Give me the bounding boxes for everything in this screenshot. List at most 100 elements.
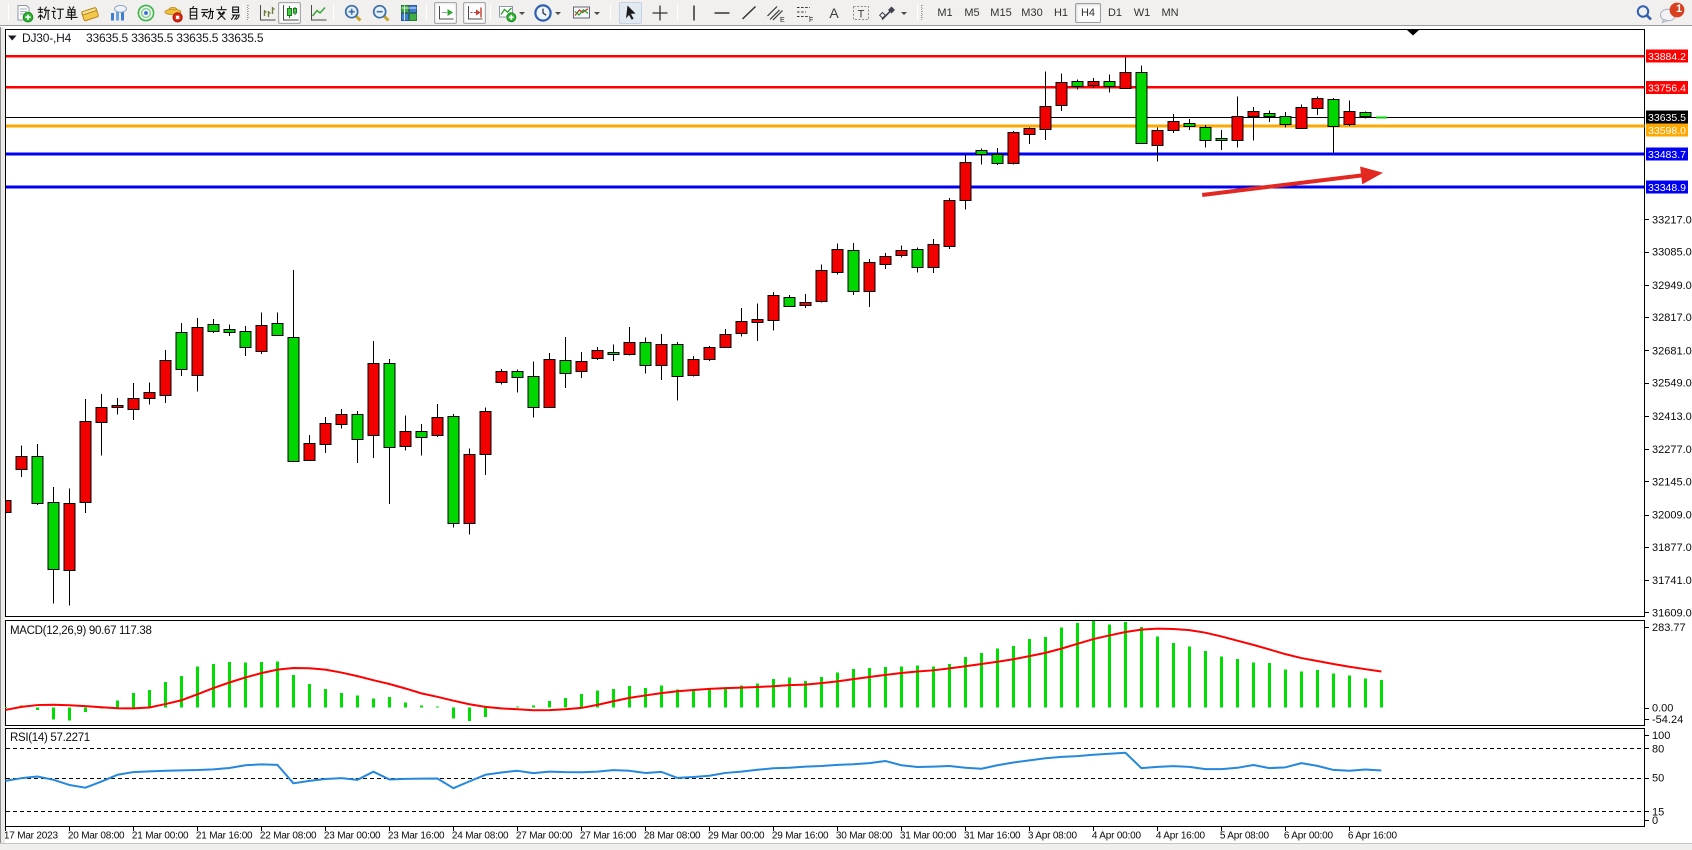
rsi-content [5, 748, 1645, 812]
symbol-dropdown-icon[interactable] [8, 35, 17, 41]
new-order-button[interactable] [14, 2, 34, 24]
macd-histogram-bar [1364, 678, 1367, 708]
svg-text:T: T [858, 9, 865, 21]
data-window-button[interactable] [108, 2, 128, 24]
horizontal-line-tool-button[interactable] [710, 2, 733, 24]
zoom-in-button[interactable] [343, 2, 364, 24]
macd-histogram-bar [1012, 645, 1015, 708]
time-tick-label: 3 Apr 08:00 [1028, 831, 1078, 842]
candle-body [1151, 130, 1164, 146]
channel-tool-button[interactable]: E [764, 2, 787, 24]
vertical-line-tool-button[interactable] [682, 2, 705, 24]
macd-histogram-bar [420, 705, 423, 708]
timeframe-w1-button[interactable]: W1 [1133, 7, 1151, 19]
candle-body [31, 456, 44, 504]
new-order-label[interactable] [37, 2, 78, 24]
auto-trading-label[interactable] [187, 2, 242, 24]
timeframe-h1-button[interactable]: H1 [1053, 7, 1069, 19]
periods-button[interactable] [533, 2, 563, 24]
hanzi-xin [37, 6, 50, 20]
candle-body [799, 302, 812, 306]
time-tick-label: 29 Mar 16:00 [772, 831, 829, 842]
macd-histogram-bar [1060, 627, 1063, 708]
macd-histogram-bar [356, 695, 359, 708]
toolbar-separator [333, 4, 334, 21]
auto-trading-button[interactable] [163, 2, 183, 24]
price-tick-label: 31741.0 [1652, 575, 1692, 587]
hline-price-badge-text: 33756.4 [1648, 82, 1686, 94]
time-tick-label: 17 Mar 2023 [4, 831, 59, 842]
line-chart-button[interactable] [306, 2, 329, 24]
time-tick-label: 21 Mar 16:00 [196, 831, 253, 842]
trendline-tool-button[interactable] [737, 2, 760, 24]
candle-body [623, 342, 636, 355]
notifications-button[interactable]: 1 [1658, 2, 1688, 24]
time-tick-label: 23 Mar 16:00 [388, 831, 445, 842]
chart-shift-button[interactable] [463, 2, 486, 24]
trend-arrow-head[interactable] [1360, 166, 1383, 185]
sound-alerts-button[interactable] [136, 2, 156, 24]
candlestick-chart-button[interactable] [278, 2, 301, 24]
candle-body [511, 371, 524, 378]
candle-body [639, 342, 652, 366]
trend-arrow-shaft[interactable] [1201, 173, 1366, 197]
time-tick-label: 4 Apr 16:00 [1156, 831, 1206, 842]
macd-histogram-bar [1172, 643, 1175, 708]
rsi-pane[interactable] [5, 728, 1645, 827]
hanzi-jiao [216, 6, 227, 20]
indicators-button[interactable] [497, 2, 527, 24]
text-icon: A [829, 5, 839, 21]
candle-body [15, 456, 28, 470]
macd-histogram-bar [404, 702, 407, 708]
macd-histogram-bar [116, 700, 119, 708]
timeframe-m5-button[interactable]: M5 [964, 7, 980, 19]
fibonacci-tool-button[interactable]: F [793, 2, 816, 24]
candle-body [671, 344, 684, 377]
candle-body [303, 443, 316, 461]
svg-text:E: E [780, 17, 785, 23]
zoom-out-button[interactable] [371, 2, 392, 24]
macd-histogram-bar [324, 689, 327, 708]
macd-histogram-bar [1156, 636, 1159, 708]
search-button[interactable] [1634, 2, 1654, 24]
cursor-tool-button[interactable] [619, 2, 642, 24]
timeframe-h4-button[interactable]: H4 [1075, 3, 1101, 23]
macd-histogram-bar [756, 683, 759, 708]
shapes-tool-button[interactable] [878, 2, 909, 24]
timeframe-m30-button[interactable]: M30 [1021, 7, 1043, 19]
timeframe-mn-button[interactable]: MN [1161, 7, 1179, 19]
candle-body [207, 324, 220, 332]
templates-button[interactable] [571, 2, 602, 24]
text-tool-button[interactable]: A [822, 2, 845, 24]
candle-body [447, 416, 460, 524]
macd-histogram-bar [612, 688, 615, 708]
window-left-edge [0, 27, 5, 843]
toolbar-drag-handle[interactable] [921, 5, 924, 20]
tile-windows-button[interactable] [399, 2, 419, 24]
price-axis[interactable]: 33217.0 33085.0 32949.0 32817.0 32681.0 32549… [1645, 49, 1692, 827]
hline-price-badge-text: 33884.2 [1648, 51, 1686, 63]
main-pane-content [6, 54, 1645, 606]
candle-body [607, 352, 620, 355]
price-tick-label: 32009.0 [1652, 510, 1692, 522]
candle-body [271, 323, 284, 336]
toolbar-drag-handle[interactable] [247, 5, 250, 20]
bar-chart-button[interactable] [255, 2, 278, 24]
macd-axis-label: -54.24 [1652, 714, 1683, 726]
candle-body [527, 376, 540, 408]
candle-body [399, 431, 412, 447]
timeframe-m1-button[interactable]: M1 [937, 7, 953, 19]
crosshair-tool-button[interactable] [648, 2, 671, 24]
candle-body [1119, 72, 1132, 89]
text-label-tool-button[interactable]: T [850, 2, 873, 24]
rsi-axis-label: 80 [1652, 743, 1664, 755]
macd-content [4, 620, 1383, 722]
timeframe-d1-button[interactable]: D1 [1107, 7, 1123, 19]
auto-scroll-button[interactable] [434, 2, 457, 24]
timeframe-m15-button[interactable]: M15 [990, 7, 1012, 19]
macd-pane[interactable] [5, 620, 1645, 726]
market-watch-button[interactable] [80, 2, 100, 24]
time-axis[interactable]: 17 Mar 2023 20 Mar 08:00 21 Mar 00:00 21 Ma… [4, 826, 1398, 842]
candle-body [1087, 81, 1100, 86]
macd-histogram-bar [884, 667, 887, 708]
